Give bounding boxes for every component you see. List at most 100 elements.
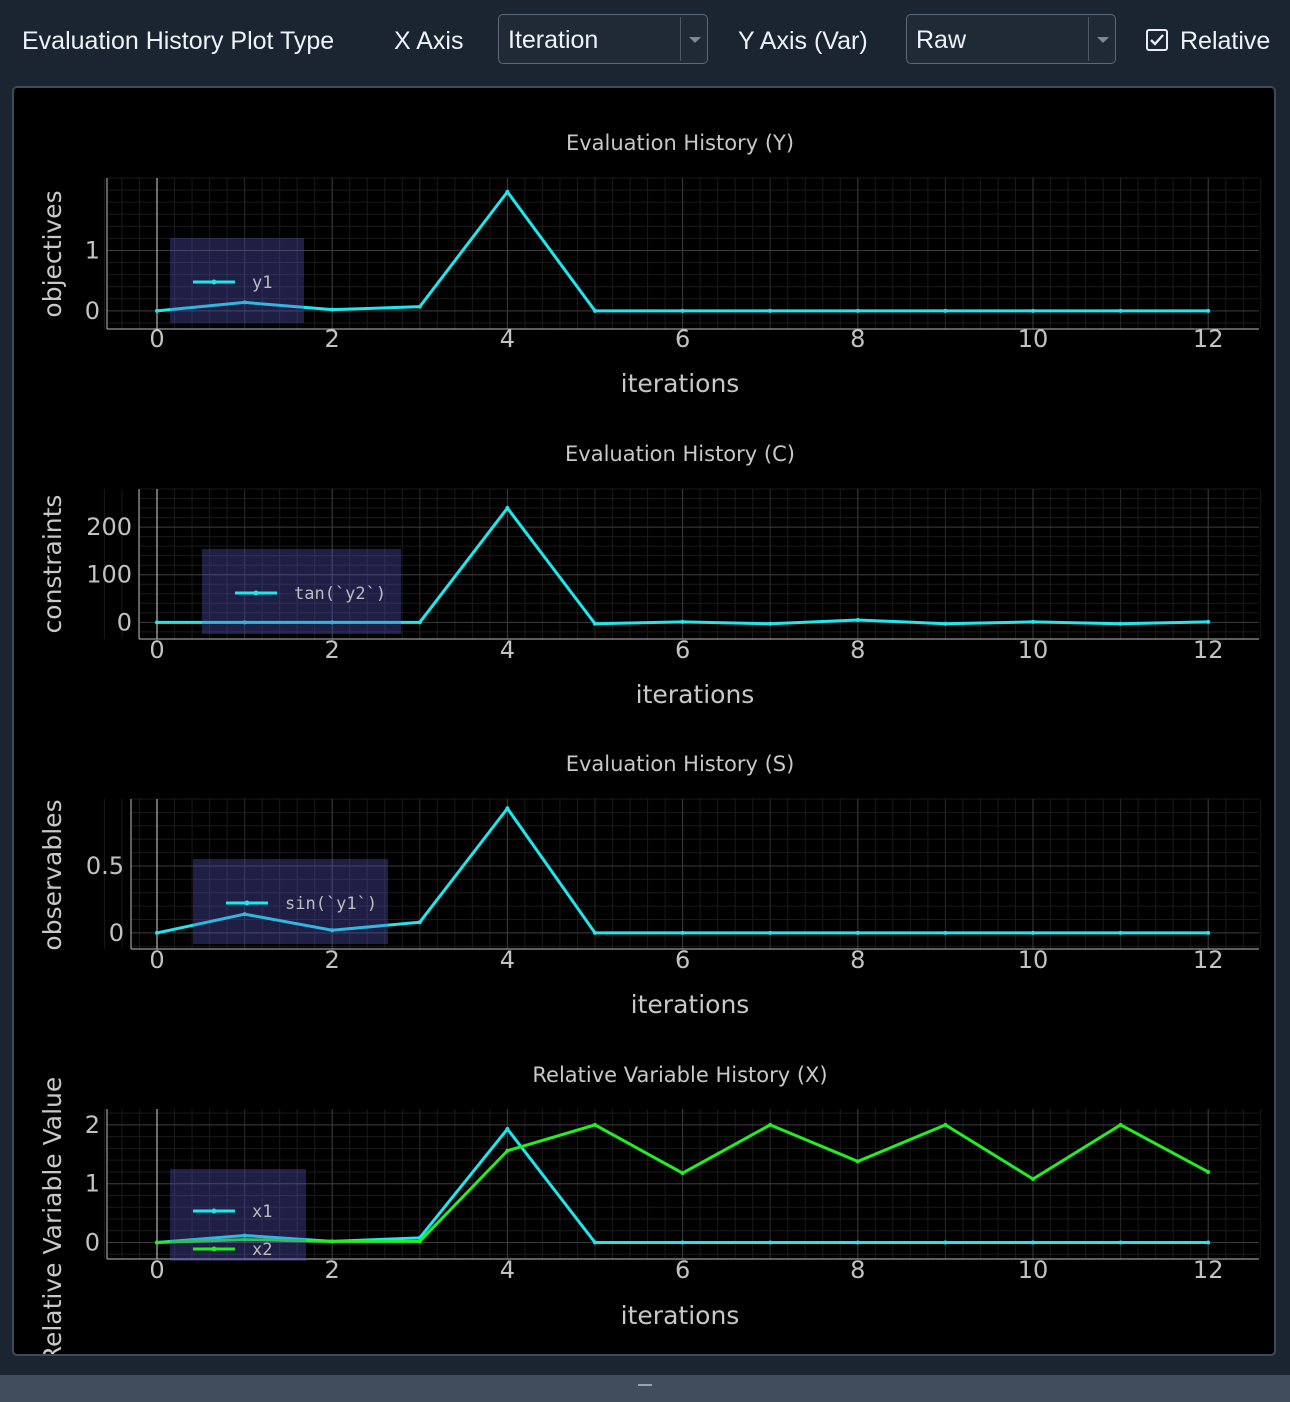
chart-title: Evaluation History (C)	[565, 442, 795, 466]
data-point	[768, 308, 773, 313]
legend-label: tan(`y2`)	[294, 584, 386, 604]
y-axis-title: constraints	[38, 495, 67, 634]
legend-marker	[211, 1208, 217, 1214]
y-axis-title: Relative Variable Value	[38, 1077, 67, 1354]
data-point	[1206, 308, 1211, 313]
data-point	[1031, 619, 1035, 624]
toolbar: Evaluation History Plot Type X Axis Iter…	[0, 0, 1290, 84]
data-point	[593, 1240, 597, 1245]
legend-box	[193, 859, 388, 944]
data-point	[680, 1171, 685, 1176]
data-point	[1206, 619, 1211, 624]
y-axis-select[interactable]: Raw	[906, 14, 1116, 64]
data-point	[505, 1127, 510, 1131]
evaluation-history-plots: Evaluation History (Y)0 2 4 6 8 10 1201iterati…	[38, 131, 1262, 1354]
x-tick-label: 4	[500, 325, 515, 353]
chart-2: Evaluation History (C) 0 2 4 6 8 10 12 0 100 200 it…	[38, 442, 1262, 709]
data-point	[505, 189, 510, 194]
data-point	[1118, 621, 1123, 626]
data-point	[680, 308, 685, 313]
x-tick-label: 10	[1018, 325, 1049, 353]
y-tick-label: 0	[117, 608, 132, 636]
legend-label: x2	[252, 1240, 272, 1260]
y-axis-label: Y Axis (Var)	[738, 27, 868, 55]
x-tick-label: 6	[675, 636, 690, 664]
x-tick-label: 12	[1193, 636, 1224, 664]
data-point	[593, 1122, 597, 1127]
data-point	[768, 621, 773, 626]
data-point	[1118, 1122, 1123, 1127]
chart-1: Evaluation History (Y) 0 2 4 6 8 10 12 0 1 iterati…	[38, 131, 1262, 398]
data-point	[242, 300, 247, 305]
data-point	[1118, 930, 1123, 935]
data-point	[593, 930, 597, 935]
chevron-down-icon	[1097, 37, 1109, 43]
y-tick-label: 1	[85, 236, 100, 264]
x-tick-label: 6	[675, 1256, 690, 1284]
x-tick-label: 0	[149, 1256, 164, 1284]
data-point	[768, 930, 773, 935]
x-tick-label: 2	[325, 325, 340, 353]
chart-title: Evaluation History (S)	[566, 752, 795, 776]
relative-checkbox[interactable]	[1146, 29, 1168, 51]
data-point	[855, 1240, 860, 1245]
x-tick-label: 10	[1018, 1256, 1049, 1284]
legend-label: x1	[252, 1202, 272, 1222]
data-point	[855, 930, 860, 935]
data-point	[593, 308, 597, 313]
data-point	[242, 1237, 247, 1242]
x-axis-select-separator	[680, 17, 681, 61]
x-axis-label: X Axis	[394, 27, 464, 55]
data-point	[1206, 1169, 1211, 1174]
x-tick-label: 12	[1193, 325, 1224, 353]
data-point	[1118, 308, 1123, 313]
legend-marker	[253, 590, 259, 596]
data-point	[242, 912, 247, 917]
data-point	[943, 621, 948, 626]
x-axis-select-value: Iteration	[508, 26, 599, 54]
data-point	[330, 307, 335, 312]
x-tick-label: 6	[675, 325, 690, 353]
y-tick-label: 2	[85, 1111, 100, 1139]
y-tick-label: 0	[109, 919, 124, 947]
splitter-handle[interactable]	[0, 1375, 1290, 1402]
data-point	[768, 1240, 773, 1245]
data-point	[855, 308, 860, 313]
grip-icon	[638, 1384, 652, 1386]
legend-marker	[211, 279, 217, 285]
x-tick-label: 4	[500, 946, 515, 974]
y-axis-select-separator	[1088, 17, 1089, 61]
data-point	[1031, 930, 1035, 935]
data-point	[855, 1159, 860, 1164]
y-tick-label: 0	[85, 297, 100, 325]
data-point	[1118, 1240, 1123, 1245]
x-tick-label: 10	[1018, 946, 1049, 974]
data-point	[417, 920, 422, 925]
chart-title: Evaluation History (Y)	[566, 131, 794, 155]
x-tick-label: 0	[149, 636, 164, 664]
data-point	[505, 806, 510, 811]
data-point	[330, 620, 335, 625]
data-point	[943, 308, 948, 313]
data-point	[155, 620, 159, 625]
x-tick-label: 0	[149, 325, 164, 353]
x-tick-label: 10	[1018, 636, 1049, 664]
data-point	[1031, 1240, 1035, 1245]
x-tick-label: 2	[325, 1256, 340, 1284]
data-point	[505, 1148, 510, 1153]
x-axis-title: iterations	[621, 369, 740, 398]
x-axis-select[interactable]: Iteration	[498, 14, 708, 64]
data-point	[1031, 1177, 1035, 1181]
data-point	[242, 620, 247, 625]
y-tick-label: 0.5	[86, 852, 124, 880]
chevron-down-icon	[689, 37, 701, 43]
data-point	[855, 617, 860, 622]
data-point	[1206, 1240, 1211, 1245]
legend-marker	[211, 1246, 217, 1252]
y-tick-label: 100	[86, 561, 132, 589]
data-point	[330, 1239, 335, 1244]
data-point	[943, 1122, 948, 1127]
y-axis-select-value: Raw	[916, 26, 967, 54]
data-point	[593, 621, 597, 626]
plot-area: Evaluation History (Y) 0 2 4 6 8 10 12 0 1 iterati…	[12, 86, 1276, 1356]
